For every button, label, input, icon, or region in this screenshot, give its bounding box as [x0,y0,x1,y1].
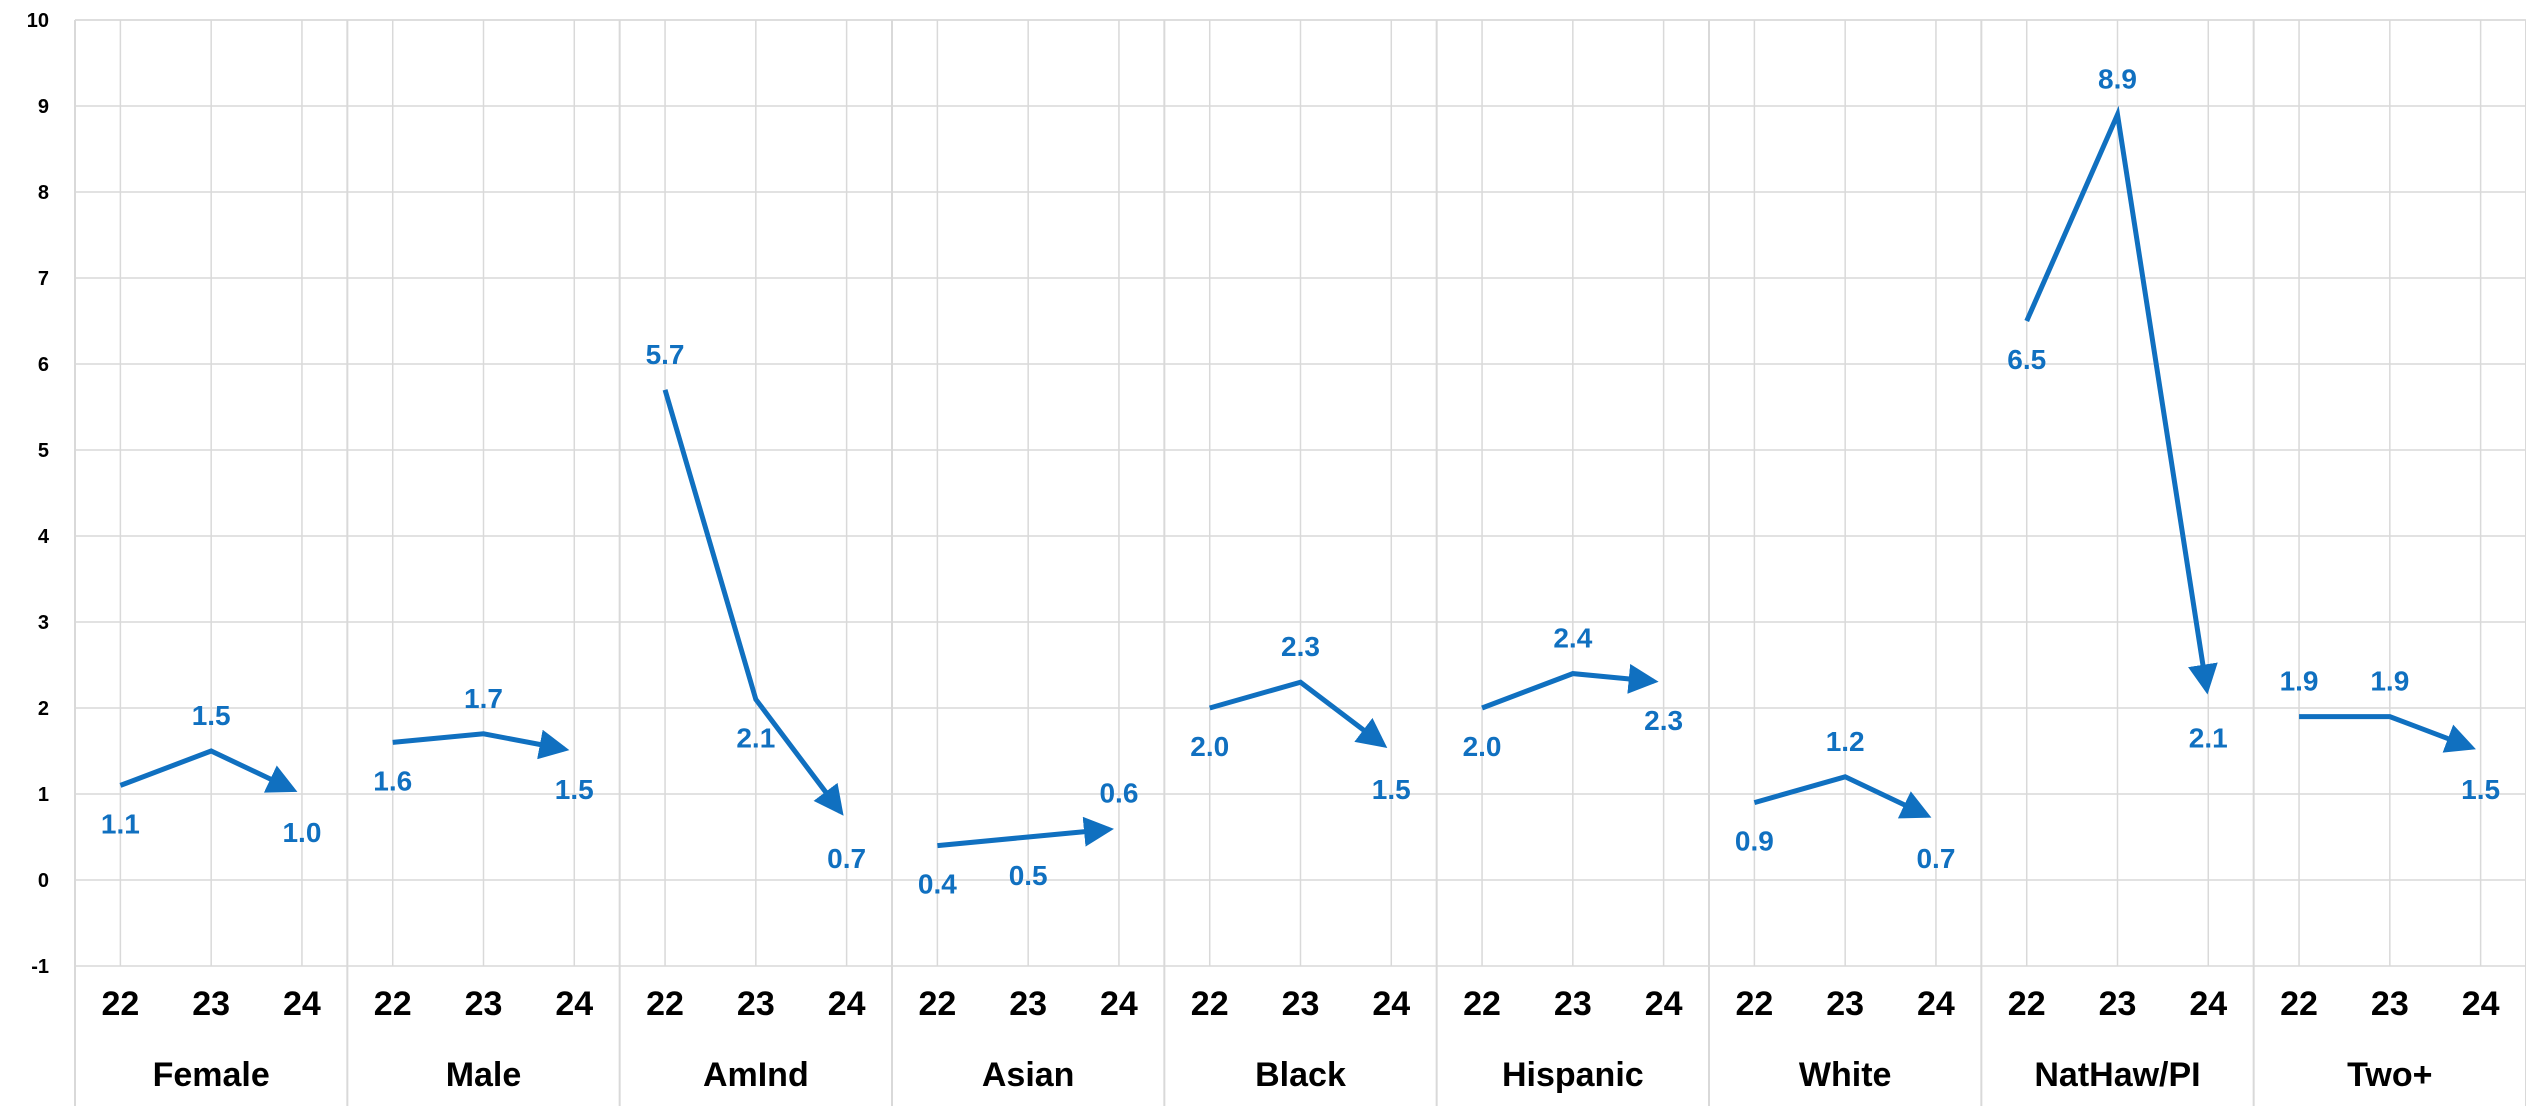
y-axis: -1 0 1 2 3 4 5 6 7 8 9 10 [27,10,50,978]
data-label: 1.5 [1372,774,1411,805]
data-label: 0.9 [1735,826,1774,857]
x-tick-label: 24 [1372,985,1410,1023]
y-tick-label: 8 [38,182,49,204]
x-tick-label: 24 [1645,985,1683,1023]
data-label: 1.2 [1826,726,1865,757]
series-line [2024,105,2218,695]
x-tick-label: 23 [1826,985,1864,1023]
y-tick-label: 7 [38,268,49,290]
data-label: 2.4 [1553,623,1592,654]
series-line [119,748,298,793]
x-tick-label: 22 [918,985,956,1023]
group-label: White [1799,1056,1892,1094]
data-labels: 1.1 1.5 1.0 1.6 1.7 1.5 5.7 2.1 0.7 0.4 0.5 0.6 2.0 2… [101,64,2500,900]
x-tick-label: 24 [2189,985,2227,1023]
x-tick-label: 24 [555,985,593,1023]
x-tick-label: 23 [2371,985,2409,1023]
group-label: Asian [982,1056,1075,1094]
data-label: 0.4 [918,869,957,900]
data-label: 0.6 [1099,777,1138,808]
y-tick-label: 0 [38,870,49,892]
series-lines [119,105,2476,849]
data-label: 0.5 [1009,860,1048,891]
data-label: 1.5 [555,774,594,805]
y-tick-label: 1 [38,784,49,806]
group-label: NatHaw/PI [2034,1056,2200,1094]
data-label: 0.7 [827,843,866,874]
data-label: 1.9 [2280,666,2319,697]
data-label: 5.7 [646,339,685,370]
group-label: AmInd [703,1056,809,1094]
y-tick-label: -1 [31,956,49,978]
x-tick-label: 23 [465,985,503,1023]
x-tick-label: 24 [1100,985,1138,1023]
data-label: 0.7 [1916,843,1955,874]
x-tick-label: 22 [2280,985,2318,1023]
y-tick-label: 10 [27,10,49,32]
data-label: 8.9 [2098,64,2137,95]
series-line [2299,714,2476,753]
data-label: 2.0 [1190,731,1229,762]
x-tick-label: 24 [1917,985,1955,1023]
x-tick-label: 24 [2462,985,2500,1023]
y-tick-label: 5 [38,440,49,462]
group-label: Male [446,1056,522,1094]
group-label: Black [1255,1056,1346,1094]
x-axis: 22 23 24 Female 22 23 24 Male 22 23 24 AmInd 22 23 24 A… [101,985,2499,1094]
data-label: 1.5 [2461,774,2500,805]
data-label: 1.9 [2370,666,2409,697]
x-tick-label: 22 [1463,985,1501,1023]
series-line [1481,663,1659,711]
y-tick-label: 3 [38,612,49,634]
data-label: 1.5 [192,700,231,731]
series-line [1209,679,1388,748]
series-line [937,816,1114,849]
data-label: 2.3 [1644,705,1683,736]
x-tick-label: 23 [1282,985,1320,1023]
y-tick-label: 9 [38,96,49,118]
data-label: 1.6 [373,765,412,796]
y-tick-label: 6 [38,354,49,376]
x-tick-label: 24 [828,985,866,1023]
group-label: Two+ [2347,1056,2432,1094]
y-tick-label: 2 [38,698,49,720]
x-tick-label: 23 [1554,985,1592,1023]
x-tick-label: 24 [283,985,321,1023]
x-tick-label: 22 [1191,985,1229,1023]
data-label: 1.7 [464,683,503,714]
data-label: 2.0 [1463,731,1502,762]
data-label: 6.5 [2007,344,2046,375]
x-tick-label: 22 [101,985,139,1023]
data-label: 1.1 [101,808,140,839]
gridlines [74,19,2526,1106]
series-line [392,729,570,760]
data-label: 2.1 [2189,722,2228,753]
x-tick-label: 23 [737,985,775,1023]
group-label: Female [153,1056,270,1094]
y-tick-label: 4 [38,526,50,548]
data-label: 1.0 [282,817,321,848]
group-label: Hispanic [1502,1056,1644,1094]
x-tick-label: 23 [1009,985,1047,1023]
data-label: 2.3 [1281,631,1320,662]
data-label: 2.1 [736,722,775,753]
series-line [1753,774,1932,819]
x-tick-label: 23 [2099,985,2137,1023]
x-tick-label: 22 [2008,985,2046,1023]
x-tick-label: 22 [646,985,684,1023]
x-tick-label: 22 [1735,985,1773,1023]
series-line [662,389,844,816]
x-tick-label: 22 [374,985,412,1023]
x-tick-label: 23 [192,985,230,1023]
